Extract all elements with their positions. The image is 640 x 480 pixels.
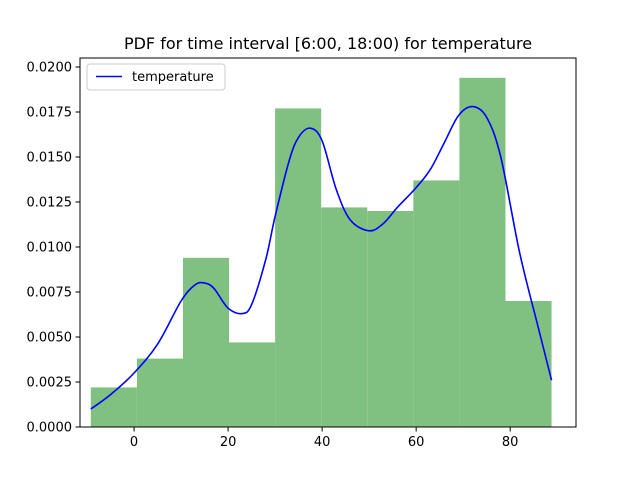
x-tick-label-2: 40 xyxy=(314,435,331,450)
y-tick-label-8: 0.0200 xyxy=(27,61,73,76)
histogram-bar-9 xyxy=(505,301,552,427)
histogram-bar-2 xyxy=(182,257,230,427)
y-tick-label-6: 0.0150 xyxy=(27,151,73,166)
chart-title: PDF for time interval [6:00, 18:00) for … xyxy=(124,34,532,53)
histogram-bar-6 xyxy=(367,211,414,427)
x-tick-label-3: 60 xyxy=(408,435,425,450)
histogram-bar-8 xyxy=(459,77,506,428)
histogram-bar-0 xyxy=(90,387,137,427)
histogram-bars xyxy=(90,77,552,428)
histogram-bar-4 xyxy=(275,108,322,428)
density-lines xyxy=(90,105,553,410)
legend-label-temperature: temperature xyxy=(132,70,214,85)
histogram-bar-5 xyxy=(321,207,368,427)
y-tick-label-2: 0.0050 xyxy=(27,331,73,346)
y-tick-label-7: 0.0175 xyxy=(27,106,73,121)
axes-frame xyxy=(79,57,577,428)
histogram-bar-7 xyxy=(413,180,460,427)
legend: temperature xyxy=(86,63,226,91)
y-tick-label-0: 0.0000 xyxy=(27,421,73,436)
histogram-bar-3 xyxy=(229,342,276,427)
y-tick-label-3: 0.0075 xyxy=(27,286,73,301)
histogram-bar-1 xyxy=(136,358,183,427)
x-axis-ticks: 0 20 40 60 80 xyxy=(130,427,519,450)
y-tick-label-4: 0.0100 xyxy=(27,241,73,256)
y-axis-ticks: 0.0000 0.0025 0.0050 0.0075 0.0100 0.0125 0.01… xyxy=(27,61,80,436)
y-tick-label-5: 0.0125 xyxy=(27,196,73,211)
x-tick-label-4: 80 xyxy=(502,435,519,450)
x-tick-label-1: 20 xyxy=(220,435,237,450)
legend-box xyxy=(86,63,226,91)
x-tick-label-0: 0 xyxy=(130,435,138,450)
series-line-0 xyxy=(90,105,553,410)
y-tick-label-1: 0.0025 xyxy=(27,376,73,391)
